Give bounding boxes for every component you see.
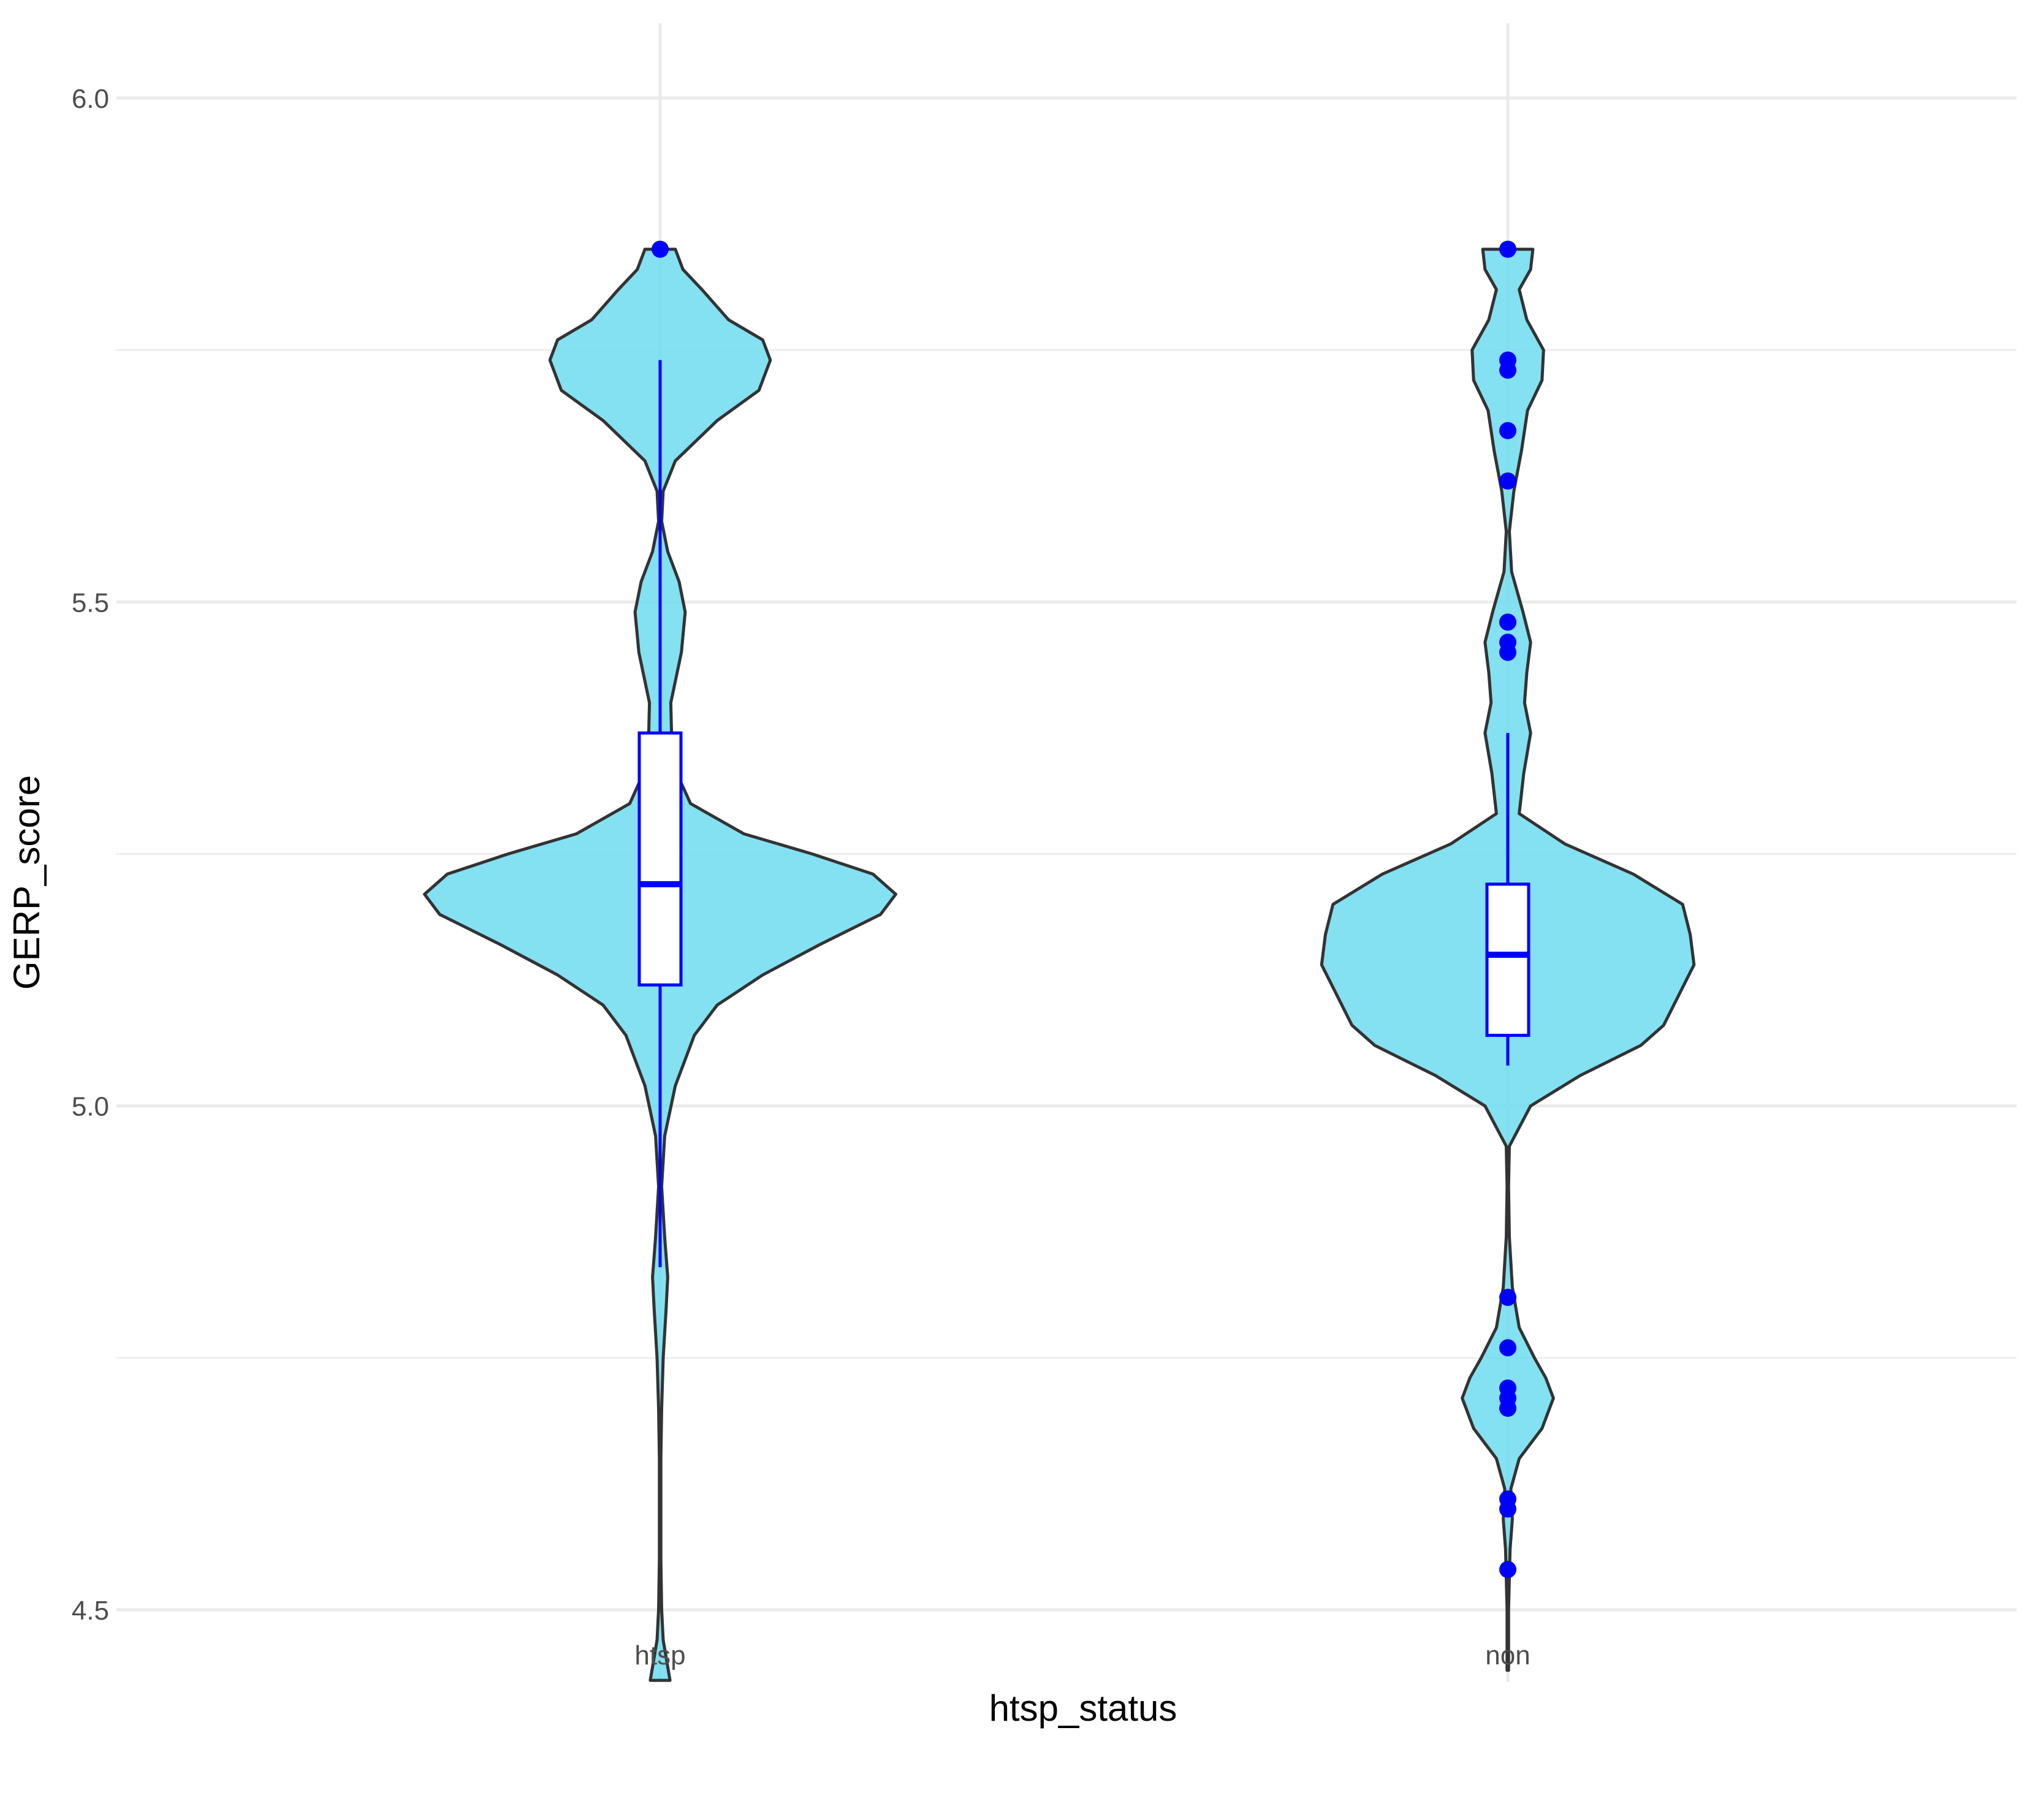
outlier-point-non: [1499, 240, 1516, 258]
y-axis-tick-labels: 4.5 5.0 5.5 6.0: [72, 84, 109, 1626]
outlier-point-htsp: [652, 240, 669, 258]
y-tick-label: 5.0: [72, 1092, 109, 1122]
outlier-point-non: [1499, 1339, 1516, 1357]
minor-gridlines: [116, 349, 2017, 1359]
x-axis-tick-labels: htsp non: [634, 1640, 1530, 1670]
x-tick-label: non: [1485, 1640, 1530, 1670]
box-non: [1485, 882, 1530, 1037]
y-tick-label: 4.5: [72, 1596, 109, 1626]
y-axis-title: GERP_score: [6, 775, 47, 990]
x-tick-label: htsp: [634, 1640, 685, 1670]
outlier-points-layer: [652, 240, 1516, 1579]
y-tick-label: 5.5: [72, 588, 109, 618]
major-gridlines: [116, 23, 2017, 1682]
y-tick-label: 6.0: [72, 84, 109, 114]
outlier-point-non: [1499, 1490, 1516, 1508]
outlier-point-non: [1499, 1379, 1516, 1397]
outlier-point-non: [1499, 1561, 1516, 1579]
outlier-point-non: [1499, 472, 1516, 490]
box-htsp: [637, 731, 683, 987]
outlier-point-non: [1499, 613, 1516, 631]
x-axis-title: htsp_status: [989, 1688, 1177, 1729]
outlier-point-non: [1499, 351, 1516, 369]
boxplots-layer: [637, 360, 1530, 1267]
outlier-point-non: [1499, 422, 1516, 439]
outlier-point-non: [1499, 634, 1516, 651]
outlier-point-non: [1499, 1289, 1516, 1306]
